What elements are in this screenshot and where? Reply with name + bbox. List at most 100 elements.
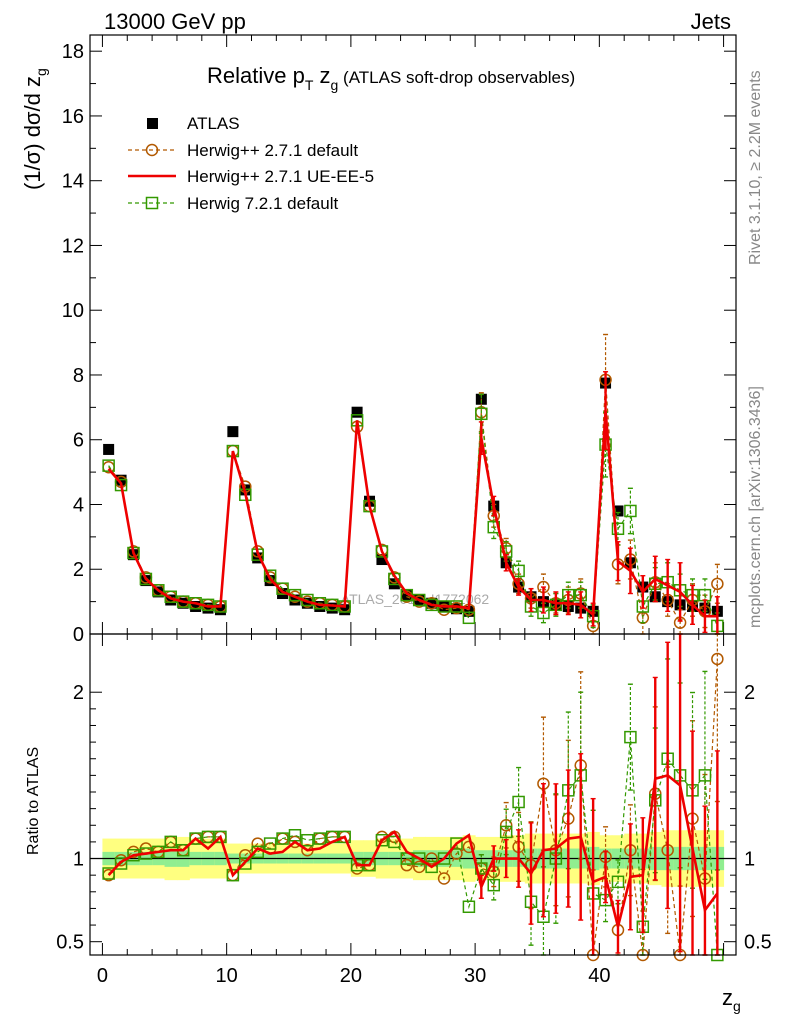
ratio-point-h721 <box>114 857 128 870</box>
y-axis-title-ratio: Ratio to ATLAS <box>25 747 42 855</box>
ratio-point-h721 <box>375 833 389 847</box>
ratio-point-h721 <box>611 875 625 889</box>
ratio-point-h721 <box>301 833 314 847</box>
main-ytick-label: 18 <box>62 41 84 63</box>
main-line-ueee5 <box>107 410 718 618</box>
ratio-panel: 0.5 0.51 12 20 10 20 30 40 <box>56 633 772 987</box>
main-point-h721 <box>462 611 476 625</box>
ratio-point-h271 <box>711 652 724 666</box>
ratio-frame <box>89 633 737 956</box>
ratio-point-h721 <box>512 795 525 809</box>
ratio-point-h271 <box>425 852 438 865</box>
header-left: 13000 GeV pp <box>104 9 246 34</box>
main-panel: 0 2 4 6 8 10 12 14 16 18 <box>62 34 737 646</box>
main-point-atlas <box>351 406 363 418</box>
ratio-point-h271 <box>437 872 451 885</box>
main-ytick-label: 6 <box>73 430 84 452</box>
main-point-atlas <box>202 602 214 614</box>
ratio-point-h271 <box>412 860 426 874</box>
x-axis-title-sub: g <box>733 998 741 1014</box>
main-point-atlas <box>165 594 177 606</box>
legend-label-h721: Herwig 7.2.1 default <box>187 194 338 213</box>
ratio-ytick-label-right: 1 <box>744 849 755 871</box>
ratio-point-h721 <box>499 825 513 839</box>
ratio-point-h271 <box>288 835 302 849</box>
main-ytick-label: 8 <box>73 365 84 387</box>
ratio-point-h721 <box>214 830 227 844</box>
main-point-h721 <box>263 569 277 582</box>
legend-marker-h271 <box>145 143 159 157</box>
ratio-line-h271 <box>108 658 718 956</box>
main-point-h721 <box>375 545 389 558</box>
main-point-atlas <box>314 600 326 612</box>
ratio-point-h721 <box>189 832 202 845</box>
legend-marker-atlas <box>147 118 158 129</box>
x-axis-title-text: z <box>722 985 733 1010</box>
main-ytick-label: 2 <box>73 559 84 581</box>
x-axis-title: zg <box>722 985 741 1014</box>
ratio-point-h721 <box>276 832 289 845</box>
ratio-point-h721 <box>462 900 476 914</box>
main-point-atlas <box>103 443 115 455</box>
main-point-h721 <box>139 572 153 586</box>
ratio-point-h721 <box>201 830 215 844</box>
main-point-atlas <box>376 554 388 566</box>
main-point-h721 <box>102 459 115 472</box>
ratio-point-h721 <box>450 837 463 850</box>
ratio-point-h721 <box>263 837 277 850</box>
ratio-point-h721 <box>698 769 712 782</box>
ratio-ytick-label-left: 2 <box>73 682 84 704</box>
main-point-atlas <box>426 597 438 609</box>
legend: ATLAS Herwig++ 2.7.1 default Herwig++ 2.… <box>128 114 374 213</box>
ratio-point-h721 <box>226 868 240 882</box>
y-axis-title-main-text: (1/σ) dσ/d z <box>20 76 45 190</box>
side-label-rivet: Rivet 3.1.10, ≥ 2.2M events <box>747 70 764 265</box>
legend-label-ueee5: Herwig++ 2.7.1 UE-EE-5 <box>187 167 374 186</box>
main-point-atlas <box>450 603 462 615</box>
ratio-ytick-label-right: 0.5 <box>744 932 772 954</box>
main-point-h721 <box>475 407 488 421</box>
ratio-point-h271 <box>400 858 414 872</box>
ratio-line-ueee5 <box>107 773 719 928</box>
main-point-h721 <box>624 504 637 518</box>
main-point-atlas <box>177 597 189 609</box>
plot-title-main: Relative p <box>207 63 305 88</box>
main-point-atlas <box>301 597 313 609</box>
y-axis-title-main-sub: g <box>33 68 49 76</box>
main-point-h721 <box>164 590 177 604</box>
header-right: Jets <box>691 9 731 34</box>
main-ytick-label: 12 <box>62 235 84 257</box>
ratio-point-h721 <box>437 852 451 865</box>
main-point-atlas <box>401 589 413 601</box>
ratio-point-h721 <box>338 830 351 844</box>
plot-title: Relative pT zg (ATLAS soft-drop observab… <box>207 63 575 93</box>
plot-title-mid: z <box>313 63 330 88</box>
ratio-ytick-label-left: 1 <box>73 849 84 871</box>
ratio-ytick-label-right: 2 <box>744 682 755 704</box>
ratio-point-h721 <box>313 832 327 845</box>
main-ytick-label: 14 <box>62 171 84 193</box>
ratio-point-h721 <box>412 852 426 865</box>
ratio-point-h271 <box>499 819 513 832</box>
ratio-point-h271 <box>462 840 476 854</box>
main-point-atlas <box>227 426 239 438</box>
ratio-line-h721 <box>108 737 718 956</box>
plot-title-paren: (ATLAS soft-drop observables) <box>338 68 575 87</box>
main-ytick-label: 16 <box>62 106 84 128</box>
main-point-atlas <box>214 604 226 616</box>
x-tick-label: 10 <box>216 965 238 987</box>
main-point-h721 <box>276 582 289 595</box>
main-point-atlas <box>339 604 351 616</box>
main-point-h721 <box>512 564 525 578</box>
ratio-point-h721 <box>487 878 500 892</box>
x-tick-label: 40 <box>588 965 610 987</box>
legend-label-atlas: ATLAS <box>187 114 240 133</box>
main-point-atlas <box>612 505 624 517</box>
main-line-h721 <box>108 413 718 627</box>
legend-label-h271: Herwig++ 2.7.1 default <box>187 141 358 160</box>
x-tick-label: 30 <box>464 965 486 987</box>
main-ytick-label: 10 <box>62 300 84 322</box>
ratio-point-h721 <box>425 860 438 874</box>
ratio-point-h271 <box>450 847 463 860</box>
